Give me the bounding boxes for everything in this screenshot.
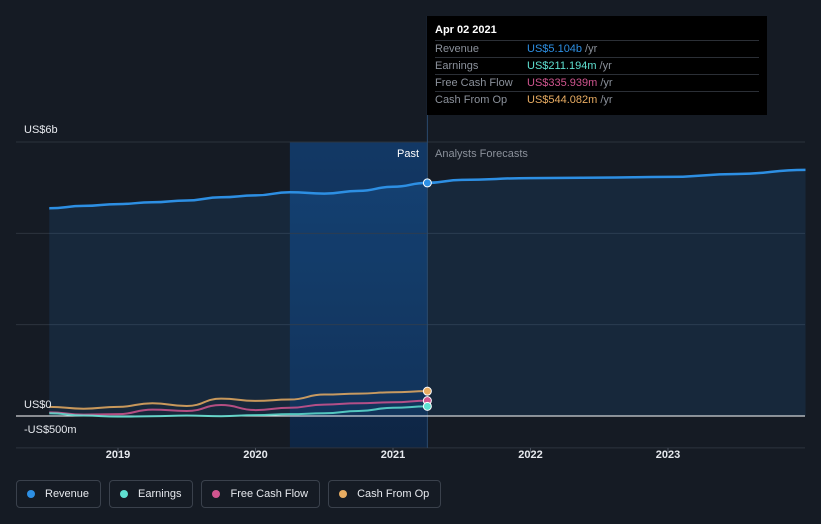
tooltip-value: US$544.082m [527,94,598,106]
legend-item-earnings[interactable]: Earnings [109,480,194,508]
x-tick-label: 2022 [518,449,542,461]
legend-dot-icon [212,490,221,498]
legend-label: Revenue [45,488,90,500]
tooltip-row-revenue: Revenue US$5.104b /yr [435,40,759,57]
cash-from-op-line [49,390,428,410]
tooltip-row-earnings: Earnings US$211.194m /yr [435,57,759,74]
revenue-point[interactable] [422,178,432,188]
legend-dot-icon [339,490,348,498]
grid-lines [16,141,805,449]
legend-item-revenue[interactable]: Revenue [16,480,102,508]
tooltip-unit: /yr [600,77,613,89]
tooltip-unit: /yr [600,94,613,106]
x-tick-label: 2020 [243,449,267,461]
y-label-bottom: -US$500m [24,424,77,436]
tooltip-row-cash-from-op: Cash From Op US$544.082m /yr [435,91,759,108]
legend-dot-icon [120,490,129,498]
tooltip-label: Revenue [435,43,480,55]
series-end-dots [422,178,432,411]
tooltip-value: US$5.104b [527,43,583,55]
x-tick-label: 2023 [656,449,680,461]
x-tick-label: 2019 [106,449,130,461]
earnings-line [49,405,428,418]
earnings-point[interactable] [422,401,432,411]
legend-item-free-cash-flow[interactable]: Free Cash Flow [201,480,321,508]
legend-item-cash-from-op[interactable]: Cash From Op [328,480,442,508]
tooltip-date: Apr 02 2021 [435,24,497,36]
series-lines [49,168,806,418]
financial-chart: US$6b US$0 -US$500m Past Analysts Foreca… [16,16,806,461]
tooltip-unit: /yr [599,60,612,72]
tooltip-label: Cash From Op [435,94,508,106]
data-tooltip: Apr 02 2021 Revenue US$5.104b /yr Earnin… [427,16,767,115]
free-cash-flow-line [49,399,428,416]
forecast-label: Analysts Forecasts [435,148,528,160]
chart-legend: Revenue Earnings Free Cash Flow Cash Fro… [16,480,442,508]
y-label-top: US$6b [24,124,58,136]
tooltip-unit: /yr [585,43,598,55]
tooltip-value: US$211.194m [527,60,597,72]
y-label-zero: US$0 [24,399,52,411]
past-label: Past [397,148,419,160]
legend-label: Cash From Op [357,488,430,500]
tooltip-value: US$335.939m [527,77,598,89]
tooltip-label: Earnings [435,60,479,72]
revenue-line [49,168,806,210]
tooltip-label: Free Cash Flow [435,77,513,89]
legend-label: Earnings [138,488,182,500]
legend-label: Free Cash Flow [230,488,309,500]
x-tick-label: 2021 [381,449,405,461]
x-axis: 2019 2020 2021 2022 2023 [106,447,680,461]
tooltip-row-free-cash-flow: Free Cash Flow US$335.939m /yr [435,74,759,91]
cash-from-op-point[interactable] [422,386,432,396]
legend-dot-icon [27,490,35,498]
